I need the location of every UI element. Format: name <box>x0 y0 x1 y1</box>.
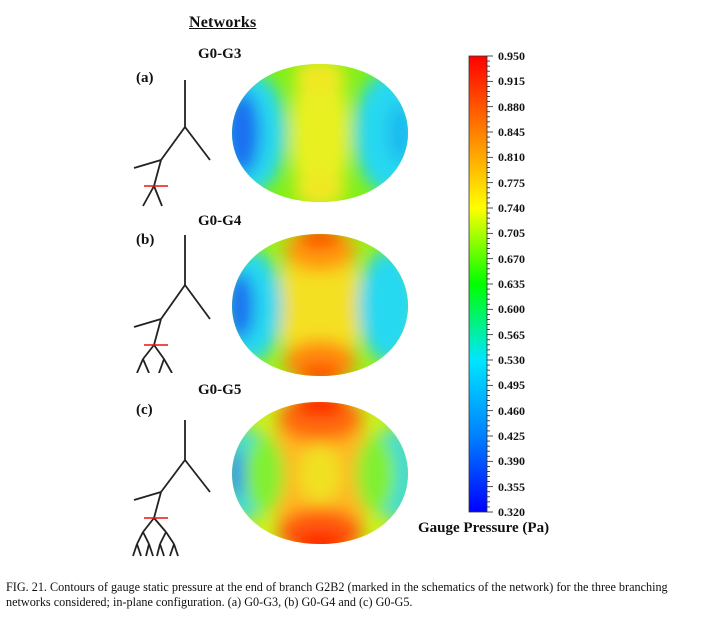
colorbar-tick-label: 0.845 <box>498 125 525 139</box>
network-label-b: G0-G4 <box>198 213 242 229</box>
colorbar-tick-label: 0.390 <box>498 454 525 469</box>
colorbar-tick-label: 0.460 <box>498 403 525 418</box>
colorbar-tick-label: 0.565 <box>498 327 525 342</box>
contour-plot-c <box>232 402 408 544</box>
colorbar-tick-label: 0.705 <box>498 226 525 241</box>
colorbar-tick-label: 0.880 <box>498 99 525 114</box>
figure-caption: FIG. 21. Contours of gauge static pressu… <box>6 580 668 609</box>
panel-label-a: (a) <box>136 70 154 86</box>
colorbar-tick-label: 0.425 <box>498 429 525 443</box>
network-label-c: G0-G5 <box>198 382 242 398</box>
colorbar-tick-label: 0.775 <box>498 175 525 190</box>
figure-title: Networks <box>189 14 257 31</box>
colorbar <box>468 55 493 513</box>
colorbar-title: Gauge Pressure (Pa) <box>418 520 550 536</box>
colorbar-tick-label: 0.740 <box>498 201 525 215</box>
panel-label-c: (c) <box>136 402 153 418</box>
schematic-a <box>133 80 211 207</box>
colorbar-tick-label: 0.915 <box>498 74 525 89</box>
colorbar-tick-label: 0.635 <box>498 277 525 291</box>
colorbar-tick-label: 0.600 <box>498 302 525 317</box>
colorbar-tick-label: 0.810 <box>498 150 525 165</box>
schematic-b <box>133 235 211 373</box>
schematic-c <box>132 420 211 557</box>
network-label-a: G0-G3 <box>198 46 242 62</box>
contour-plot-a <box>232 64 408 202</box>
colorbar-tick-label: 0.355 <box>498 479 525 494</box>
colorbar-tick-label: 0.495 <box>498 378 525 393</box>
colorbar-gradient <box>468 55 488 513</box>
colorbar-tick-label: 0.950 <box>498 49 525 63</box>
colorbar-tick-label: 0.530 <box>498 353 525 367</box>
colorbar-tick-label: 0.320 <box>498 505 525 519</box>
colorbar-tick-label: 0.670 <box>498 251 525 266</box>
panel-label-b: (b) <box>136 232 155 248</box>
contour-plot-b <box>232 234 408 376</box>
